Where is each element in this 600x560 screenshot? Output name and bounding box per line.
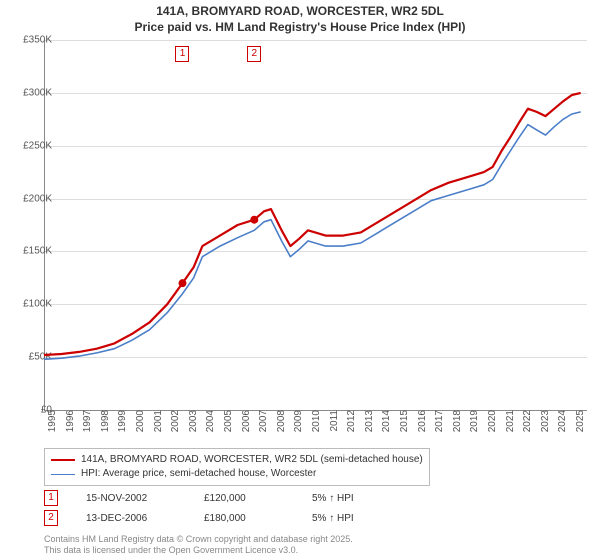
x-tick-label: 2014 bbox=[381, 410, 392, 440]
legend-label: 141A, BROMYARD ROAD, WORCESTER, WR2 5DL … bbox=[81, 453, 423, 467]
series-hpi bbox=[44, 112, 581, 359]
x-tick-label: 2011 bbox=[329, 410, 340, 440]
x-tick-label: 2007 bbox=[258, 410, 269, 440]
x-tick-label: 2022 bbox=[522, 410, 533, 440]
footer-attribution: Contains HM Land Registry data © Crown c… bbox=[44, 534, 353, 556]
event-delta: 5% ↑ HPI bbox=[312, 513, 382, 524]
x-tick-label: 2013 bbox=[364, 410, 375, 440]
legend-row: 141A, BROMYARD ROAD, WORCESTER, WR2 5DL … bbox=[51, 453, 423, 467]
x-tick-label: 2015 bbox=[399, 410, 410, 440]
x-tick-label: 2012 bbox=[346, 410, 357, 440]
x-tick-label: 2009 bbox=[293, 410, 304, 440]
x-tick-label: 2020 bbox=[487, 410, 498, 440]
event-price: £120,000 bbox=[204, 493, 284, 504]
x-tick-label: 2000 bbox=[135, 410, 146, 440]
event-row: 2 13-DEC-2006 £180,000 5% ↑ HPI bbox=[44, 510, 382, 526]
event-date: 13-DEC-2006 bbox=[86, 513, 176, 524]
x-tick-label: 2006 bbox=[241, 410, 252, 440]
x-tick-label: 2021 bbox=[505, 410, 516, 440]
legend-swatch bbox=[51, 474, 75, 475]
footer-line-2: This data is licensed under the Open Gov… bbox=[44, 545, 353, 556]
event-index: 2 bbox=[44, 510, 58, 526]
series-price_paid bbox=[44, 93, 581, 355]
footer-line-1: Contains HM Land Registry data © Crown c… bbox=[44, 534, 353, 545]
marker-dot bbox=[178, 279, 186, 287]
x-tick-label: 2018 bbox=[452, 410, 463, 440]
x-tick-label: 2024 bbox=[557, 410, 568, 440]
x-tick-label: 2003 bbox=[188, 410, 199, 440]
event-delta: 5% ↑ HPI bbox=[312, 493, 382, 504]
legend-swatch bbox=[51, 459, 75, 461]
line-series-svg bbox=[44, 40, 586, 410]
chart-container: 141A, BROMYARD ROAD, WORCESTER, WR2 5DL … bbox=[0, 0, 600, 560]
title-line-2: Price paid vs. HM Land Registry's House … bbox=[0, 20, 600, 36]
x-tick-label: 1995 bbox=[47, 410, 58, 440]
legend: 141A, BROMYARD ROAD, WORCESTER, WR2 5DL … bbox=[44, 448, 430, 486]
x-tick-label: 2004 bbox=[205, 410, 216, 440]
marker-dot bbox=[250, 216, 258, 224]
x-tick-label: 2001 bbox=[153, 410, 164, 440]
x-tick-label: 2008 bbox=[276, 410, 287, 440]
title-line-1: 141A, BROMYARD ROAD, WORCESTER, WR2 5DL bbox=[0, 4, 600, 20]
x-tick-label: 2002 bbox=[170, 410, 181, 440]
event-index: 1 bbox=[44, 490, 58, 506]
x-tick-label: 1998 bbox=[100, 410, 111, 440]
x-tick-label: 2019 bbox=[469, 410, 480, 440]
legend-row: HPI: Average price, semi-detached house,… bbox=[51, 467, 423, 481]
x-tick-label: 2025 bbox=[575, 410, 586, 440]
event-date: 15-NOV-2002 bbox=[86, 493, 176, 504]
title-block: 141A, BROMYARD ROAD, WORCESTER, WR2 5DL … bbox=[0, 0, 600, 35]
x-tick-label: 2017 bbox=[434, 410, 445, 440]
event-row: 1 15-NOV-2002 £120,000 5% ↑ HPI bbox=[44, 490, 382, 506]
x-tick-label: 1999 bbox=[117, 410, 128, 440]
x-tick-label: 1997 bbox=[82, 410, 93, 440]
event-price: £180,000 bbox=[204, 513, 284, 524]
x-tick-label: 2005 bbox=[223, 410, 234, 440]
x-tick-label: 1996 bbox=[65, 410, 76, 440]
event-table: 1 15-NOV-2002 £120,000 5% ↑ HPI 2 13-DEC-2006… bbox=[44, 490, 382, 530]
x-tick-label: 2016 bbox=[417, 410, 428, 440]
legend-label: HPI: Average price, semi-detached house,… bbox=[81, 467, 316, 481]
x-tick-label: 2023 bbox=[540, 410, 551, 440]
x-tick-label: 2010 bbox=[311, 410, 322, 440]
